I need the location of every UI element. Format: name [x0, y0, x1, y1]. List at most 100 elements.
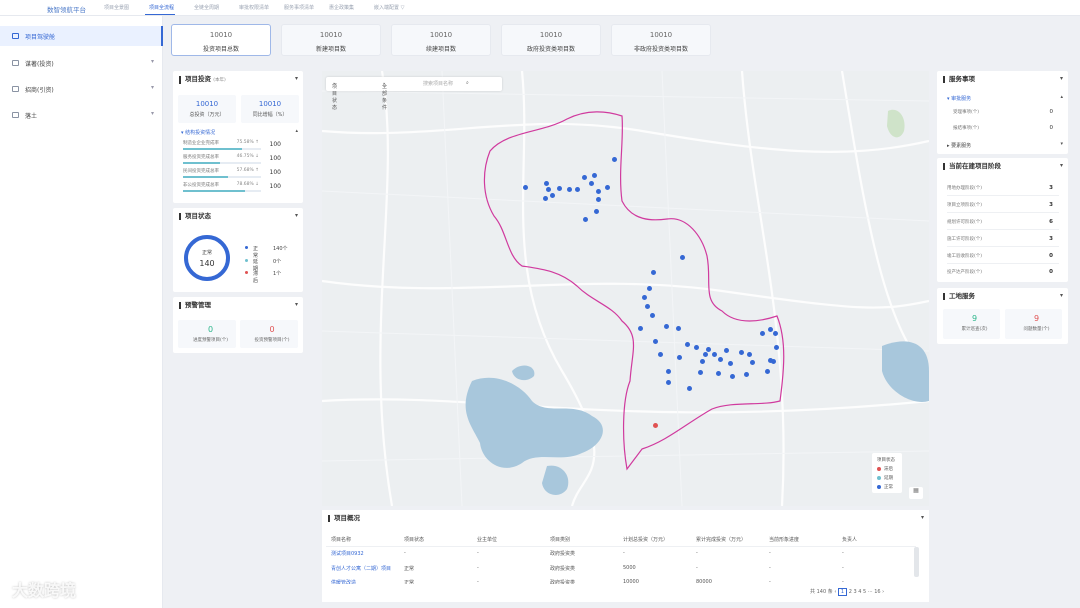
project-marker[interactable] [738, 349, 744, 355]
project-map[interactable]: 项目状态 ⌄ 全部条件 ⌄ 搜索项目名称 ⌕ 项目状态 滞后 延期 正常 ▦ [322, 71, 929, 506]
project-marker[interactable] [723, 347, 729, 353]
nav-item-active[interactable]: 项目全流程 [149, 5, 175, 11]
project-marker[interactable] [773, 344, 779, 350]
caret-down-icon[interactable]: ▾ [294, 212, 298, 219]
stat-card-continued[interactable]: 10010 续建项目数 [391, 24, 491, 56]
project-marker[interactable] [582, 216, 588, 222]
nav-item[interactable]: 服务事项清单 [284, 5, 315, 11]
element-services-toggle[interactable]: ▸ 要素服务 [947, 143, 972, 149]
sidebar-item-dashboard[interactable]: 项目驾驶舱 [0, 26, 163, 46]
column-header[interactable]: 业主单位 [477, 537, 498, 543]
nav-item[interactable]: 惠企政策集 [329, 5, 355, 11]
project-marker[interactable] [556, 185, 562, 191]
project-marker[interactable] [675, 325, 681, 331]
nav-item[interactable]: 审批权限清单 [239, 5, 270, 11]
project-marker[interactable] [749, 359, 755, 365]
sidebar-item-investment[interactable]: 招商(引资) ▾ [0, 79, 163, 99]
project-name-link[interactable]: 测试项目0932 [331, 551, 364, 557]
project-marker[interactable] [759, 330, 765, 336]
project-marker[interactable] [727, 360, 733, 366]
project-marker[interactable] [650, 269, 656, 275]
caret-down-icon[interactable]: ▾ [1059, 292, 1063, 299]
project-marker[interactable] [684, 341, 690, 347]
project-marker[interactable] [545, 186, 551, 192]
project-marker[interactable] [646, 285, 652, 291]
caret-down-icon[interactable]: ▾ [1059, 162, 1063, 169]
project-marker[interactable] [697, 369, 703, 375]
caret-down-icon[interactable]: ▾ [1060, 141, 1063, 147]
project-marker[interactable] [665, 379, 671, 385]
project-marker[interactable] [566, 186, 572, 192]
project-marker[interactable] [686, 385, 692, 391]
project-marker[interactable] [604, 184, 610, 190]
project-marker[interactable] [711, 351, 717, 357]
project-marker[interactable] [549, 192, 555, 198]
caret-down-icon[interactable]: ▾ [294, 301, 298, 308]
project-marker[interactable] [595, 188, 601, 194]
project-marker-delayed[interactable] [653, 423, 658, 428]
caret-down-icon[interactable]: ▾ [294, 75, 298, 82]
project-marker[interactable] [542, 195, 548, 201]
sidebar-item-planning[interactable]: 谋著(投资) ▾ [0, 53, 163, 73]
project-marker[interactable] [663, 323, 669, 329]
all-conditions-select[interactable]: 全部条件 ⌄ [382, 80, 388, 111]
project-marker[interactable] [611, 156, 617, 162]
table-scrollbar[interactable] [914, 547, 919, 577]
page-button[interactable]: 5 [863, 589, 867, 595]
project-marker[interactable] [665, 368, 671, 374]
project-marker[interactable] [693, 344, 699, 350]
project-marker[interactable] [679, 254, 685, 260]
page-button[interactable]: 16 [874, 589, 881, 595]
project-marker[interactable] [644, 303, 650, 309]
project-marker[interactable] [770, 358, 776, 364]
project-marker[interactable] [595, 196, 601, 202]
project-marker[interactable] [729, 373, 735, 379]
status-filter-select[interactable]: 项目状态 ⌄ [332, 80, 338, 111]
next-page-button[interactable]: › [882, 589, 885, 595]
map-layers-icon[interactable]: ▦ [909, 487, 923, 499]
stat-card-non-government[interactable]: 10010 非政府投资类项目数 [611, 24, 711, 56]
project-marker[interactable] [574, 186, 580, 192]
nav-item[interactable]: 全链全周期 [194, 5, 220, 11]
sidebar-item-landing[interactable]: 落土 ▾ [0, 105, 163, 125]
prev-page-button[interactable]: ‹ [834, 589, 838, 595]
project-marker[interactable] [702, 351, 708, 357]
page-button-current[interactable]: 1 [837, 588, 848, 596]
project-marker[interactable] [588, 180, 594, 186]
project-marker[interactable] [591, 172, 597, 178]
column-header[interactable]: 负责人 [842, 537, 858, 543]
structure-section-toggle[interactable]: ▾ 结构投资情况 [181, 130, 216, 136]
caret-down-icon[interactable]: ▾ [920, 514, 924, 521]
project-marker[interactable] [746, 351, 752, 357]
stat-card-government[interactable]: 10010 政府投资类项目数 [501, 24, 601, 56]
search-icon[interactable]: ⌕ [466, 80, 469, 86]
project-marker[interactable] [649, 312, 655, 318]
project-name-link[interactable]: 供暖管改造 [331, 580, 357, 584]
stat-card-new[interactable]: 10010 新建项目数 [281, 24, 381, 56]
column-header[interactable]: 计划总投资（万元） [623, 537, 669, 543]
project-marker[interactable] [593, 208, 599, 214]
caret-up-icon[interactable]: ▴ [1060, 94, 1063, 100]
column-header[interactable]: 当前形象进度 [769, 537, 800, 543]
project-marker[interactable] [715, 370, 721, 376]
map-search-input[interactable]: 搜索项目名称 [423, 81, 454, 87]
project-marker[interactable] [657, 351, 663, 357]
project-marker[interactable] [767, 357, 773, 363]
project-marker[interactable] [522, 184, 528, 190]
project-marker[interactable] [772, 330, 778, 336]
caret-up-icon[interactable]: ▴ [295, 128, 298, 134]
project-marker[interactable] [767, 326, 773, 332]
approval-services-toggle[interactable]: ▾ 审批服务 [947, 96, 972, 102]
app-logo[interactable]: 数智领航平台 [47, 6, 86, 14]
stat-card-total[interactable]: 10010 投资项目总数 [171, 24, 271, 56]
page-button[interactable]: 4 [858, 589, 862, 595]
column-header[interactable]: 项目类别 [550, 537, 571, 543]
project-marker[interactable] [705, 346, 711, 352]
project-marker[interactable] [637, 325, 643, 331]
project-marker[interactable] [641, 294, 647, 300]
project-marker[interactable] [764, 368, 770, 374]
column-header[interactable]: 累计完成投资（万元） [696, 537, 747, 543]
project-name-link[interactable]: 青创人才公寓（二期）项目 [331, 566, 392, 572]
caret-down-icon[interactable]: ▾ [1059, 75, 1063, 82]
project-marker[interactable] [699, 358, 705, 364]
